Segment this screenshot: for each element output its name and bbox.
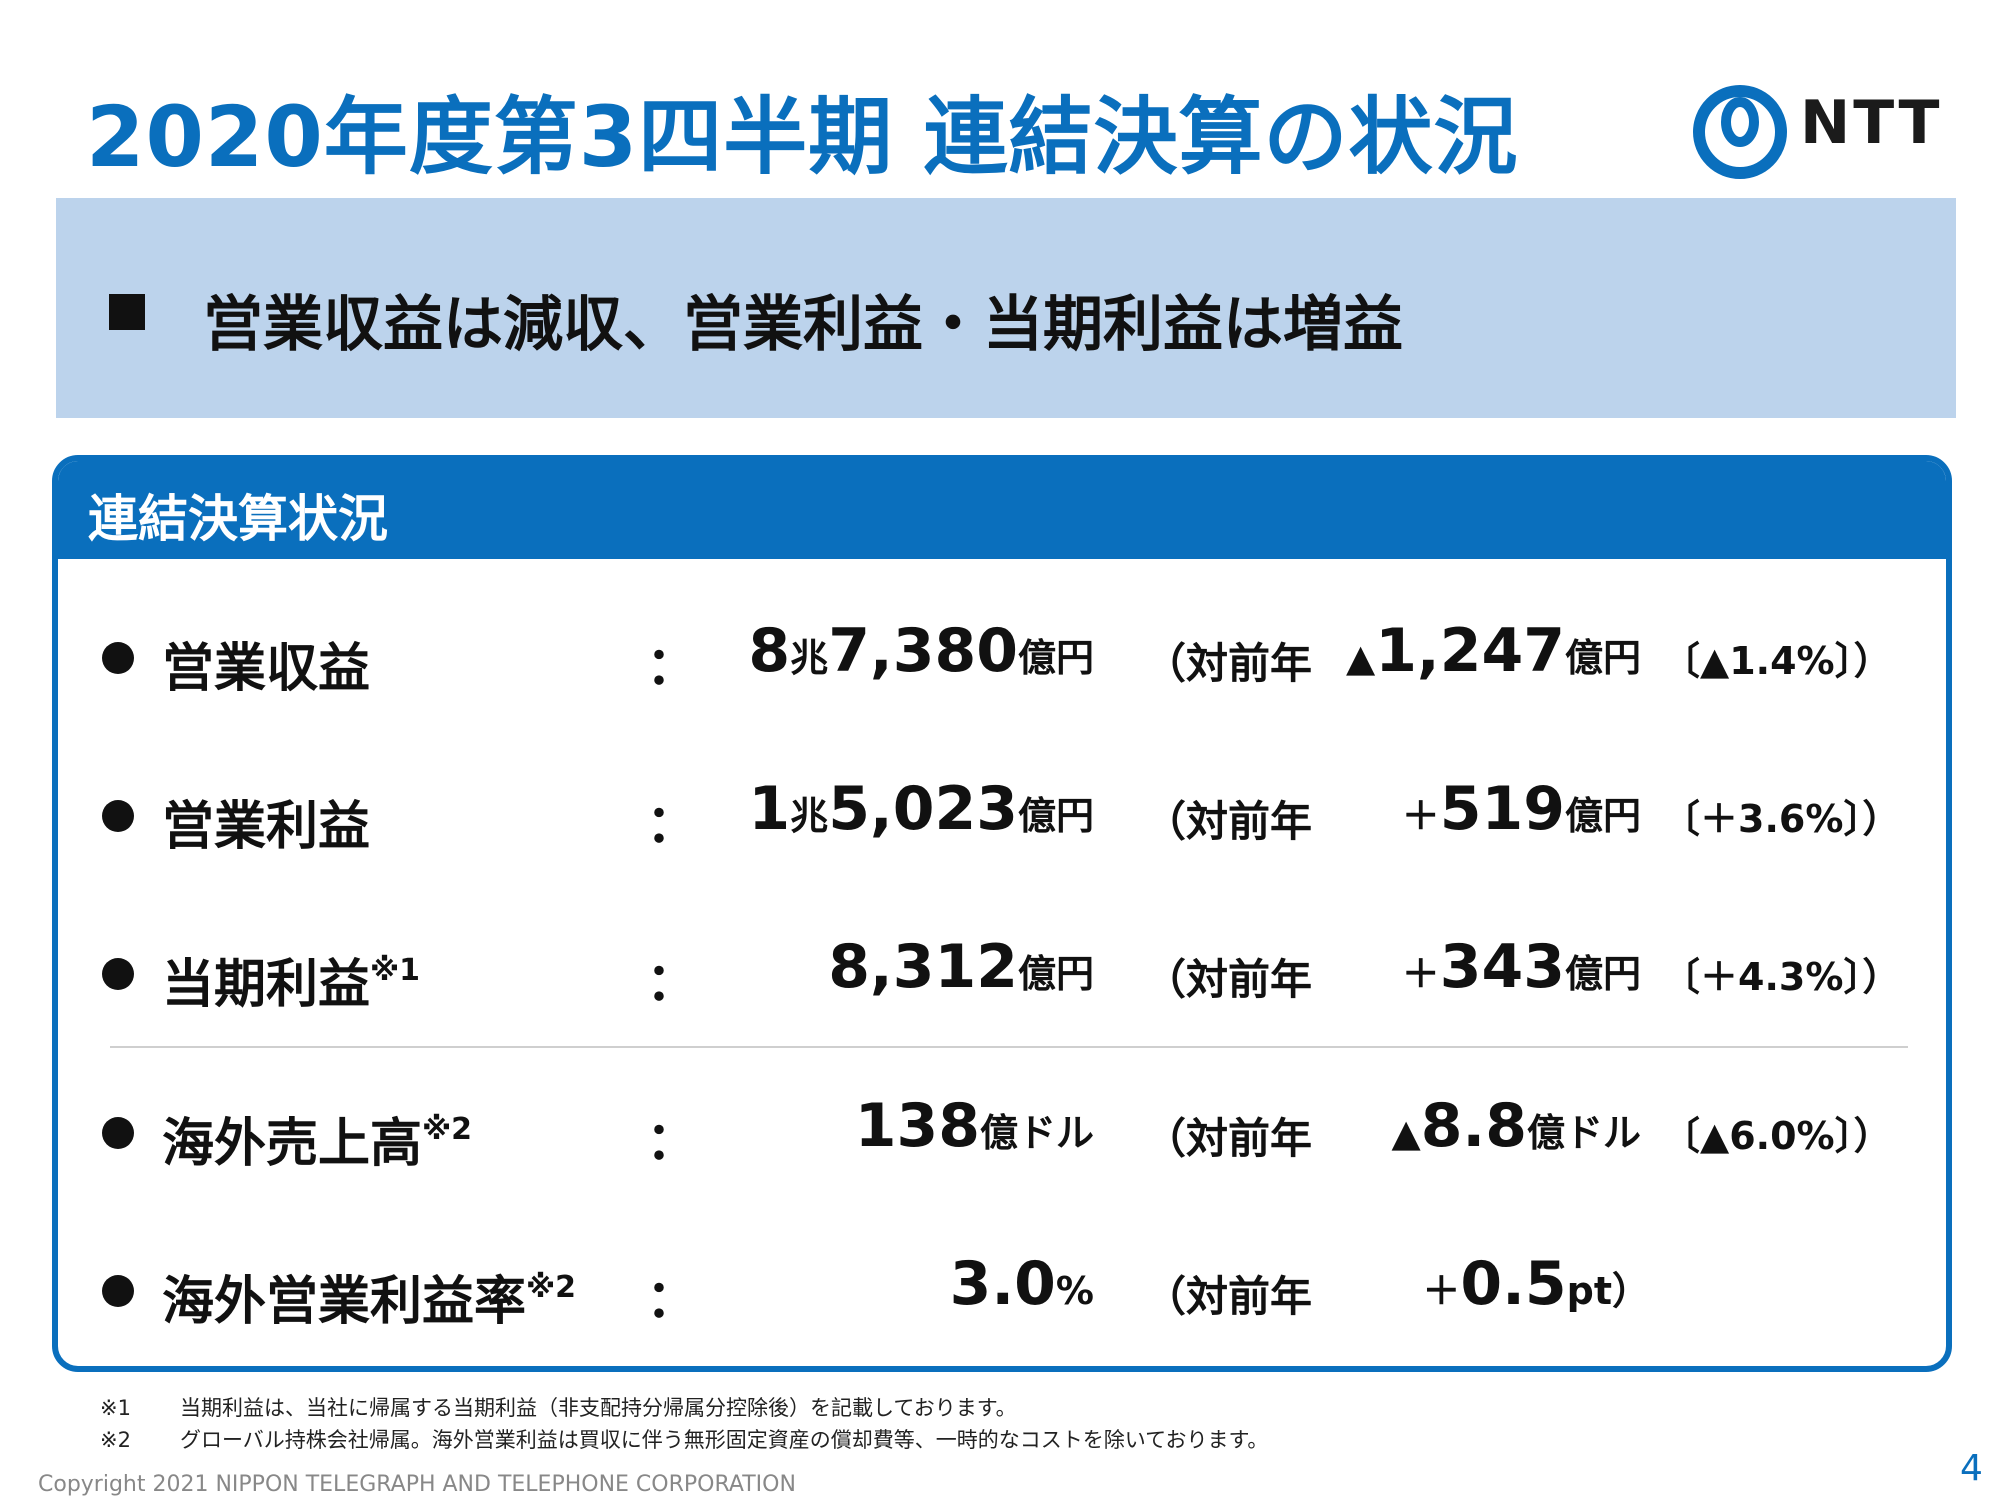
footnote: ※2 グローバル持株会社帰属。海外営業利益は買収に伴う無形固定資産の償却費等、一時…	[100, 1428, 1269, 1452]
row-colon: ：	[646, 953, 699, 1013]
row-label: 営業収益	[162, 639, 371, 699]
results-panel: 連結決算状況 営業収益 ： 8兆7,380億円 （対前年 ▲1,247億円 〔▲…	[52, 455, 1952, 1372]
page-title: 2020年度第3四半期 連結決算の状況	[86, 88, 1519, 186]
row-label: 当期利益※1	[162, 953, 421, 1015]
square-bullet-icon	[109, 294, 145, 330]
row-value: 3.0%	[949, 1249, 1094, 1319]
row-vs-label: （対前年	[1144, 797, 1313, 846]
row-colon: ：	[646, 637, 699, 697]
row-delta: ＋0.5pt）	[1422, 1249, 1650, 1319]
results-row: 営業利益 ： 1兆5,023億円 （対前年 ＋519億円 〔＋3.6%〕）	[58, 774, 1946, 864]
row-colon: ：	[646, 795, 699, 855]
row-delta: ▲1,247億円	[1345, 616, 1641, 686]
row-label: 海外売上高※2	[162, 1112, 473, 1174]
row-delta-pct: 〔▲6.0%〕）	[1662, 1114, 1892, 1158]
row-value: 138億ドル	[854, 1091, 1094, 1161]
divider	[110, 1046, 1908, 1048]
row-vs-label: （対前年	[1144, 1272, 1313, 1321]
row-delta: ＋343億円	[1401, 932, 1641, 1002]
row-colon: ：	[646, 1270, 699, 1330]
bullet-dot-icon	[102, 642, 134, 674]
results-row: 海外売上高※2 ： 138億ドル （対前年 ▲8.8億ドル 〔▲6.0%〕）	[58, 1091, 1946, 1181]
panel-title: 連結決算状況	[88, 490, 388, 548]
footnotes: ※1 当期利益は、当社に帰属する当期利益（非支配持分帰属分控除後）を記載しておりま…	[100, 1392, 1268, 1456]
bullet-dot-icon	[102, 1117, 134, 1149]
copyright: Copyright 2021 NIPPON TELEGRAPH AND TELE…	[38, 1472, 796, 1497]
row-delta-pct: 〔＋4.3%〕）	[1662, 955, 1901, 999]
footnote: ※1 当期利益は、当社に帰属する当期利益（非支配持分帰属分控除後）を記載しておりま…	[100, 1396, 1017, 1420]
page-number: 4	[1960, 1448, 1983, 1489]
row-value: 1兆5,023億円	[748, 774, 1094, 844]
ntt-logo: NTT	[1690, 84, 1939, 179]
row-label: 営業利益	[162, 797, 371, 857]
bullet-dot-icon	[102, 1275, 134, 1307]
results-row: 海外営業利益率※2 ： 3.0% （対前年 ＋0.5pt）	[58, 1249, 1946, 1339]
row-vs-label: （対前年	[1144, 639, 1313, 688]
row-delta: ＋519億円	[1401, 774, 1641, 844]
ntt-logo-mark-icon	[1693, 85, 1787, 179]
headline-banner: 営業収益は減収、営業利益・当期利益は増益	[56, 198, 1956, 418]
bullet-dot-icon	[102, 800, 134, 832]
row-delta: ▲8.8億ドル	[1391, 1091, 1641, 1161]
row-label: 海外営業利益率※2	[162, 1270, 577, 1332]
headline-text: 営業収益は減収、営業利益・当期利益は増益	[203, 290, 1403, 360]
results-row: 営業収益 ： 8兆7,380億円 （対前年 ▲1,247億円 〔▲1.4%〕）	[58, 616, 1946, 706]
panel-header: 連結決算状況	[58, 461, 1946, 559]
bullet-dot-icon	[102, 958, 134, 990]
row-colon: ：	[646, 1112, 699, 1172]
logo-text: NTT	[1800, 88, 1943, 158]
row-delta-pct: 〔▲1.4%〕）	[1662, 639, 1892, 683]
row-value: 8,312億円	[828, 932, 1094, 1002]
row-vs-label: （対前年	[1144, 955, 1313, 1004]
results-row: 当期利益※1 ： 8,312億円 （対前年 ＋343億円 〔＋4.3%〕）	[58, 932, 1946, 1022]
row-value: 8兆7,380億円	[748, 616, 1094, 686]
row-vs-label: （対前年	[1144, 1114, 1313, 1163]
row-delta-pct: 〔＋3.6%〕）	[1662, 797, 1901, 841]
